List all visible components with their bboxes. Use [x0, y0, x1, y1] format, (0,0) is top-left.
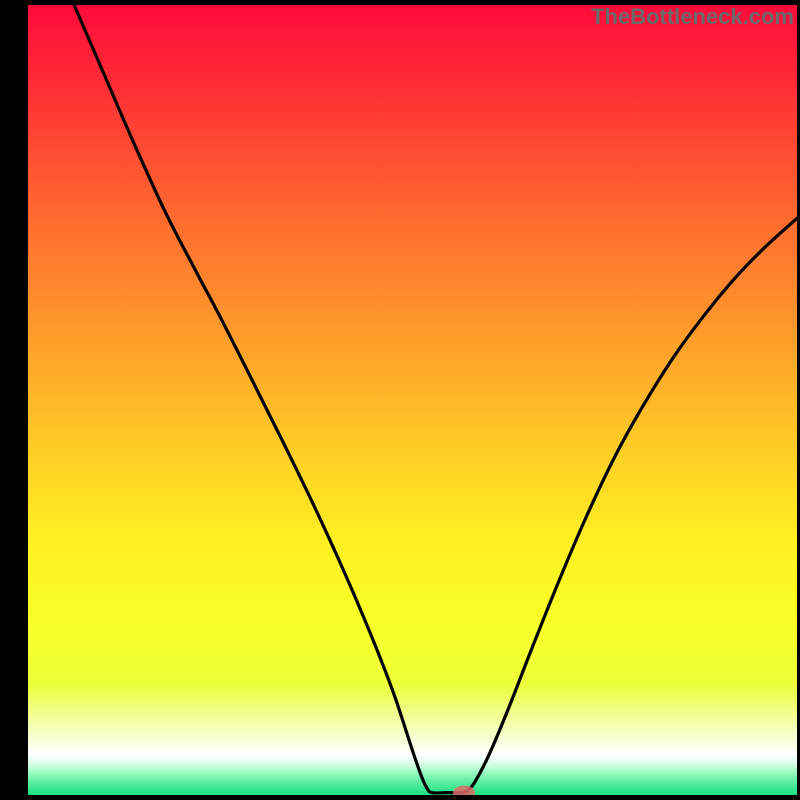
bottleneck-curve	[28, 5, 797, 795]
plot-area	[28, 5, 797, 795]
chart-container: TheBottleneck.com	[0, 0, 800, 800]
attribution-watermark: TheBottleneck.com	[591, 4, 794, 30]
